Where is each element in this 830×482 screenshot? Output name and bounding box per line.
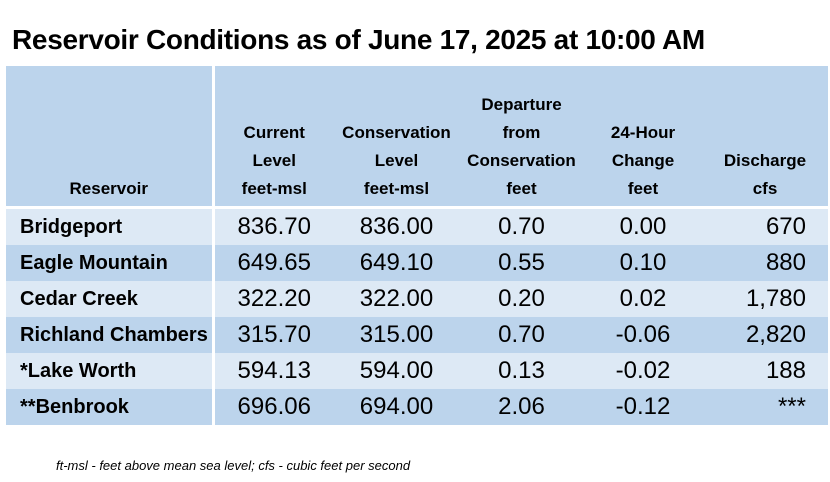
column-header-line: feet-msl	[241, 179, 307, 198]
column-header-current-level: Current Level feet-msl	[213, 66, 334, 209]
reservoir-table: Reservoir Current Level feet-msl Conservat…	[6, 66, 828, 425]
discharge-cell: ***	[702, 389, 828, 425]
change-cell: -0.12	[584, 389, 702, 425]
column-header-line: Level	[252, 151, 296, 170]
departure-cell: 0.70	[459, 207, 584, 245]
column-header-line: Conservation	[342, 123, 451, 142]
reservoir-name: Bridgeport	[6, 207, 215, 245]
column-header-line: Departure	[481, 95, 562, 114]
conservation-level-cell: 315.00	[334, 317, 459, 353]
conservation-level-cell: 322.00	[334, 281, 459, 317]
column-header-reservoir: Reservoir	[6, 66, 215, 209]
departure-cell: 0.55	[459, 245, 584, 281]
departure-cell: 0.20	[459, 281, 584, 317]
conservation-level-cell: 836.00	[334, 207, 459, 245]
reservoir-name: *Lake Worth	[6, 353, 215, 389]
reservoir-name: **Benbrook	[6, 389, 215, 425]
column-header-line: feet-msl	[363, 179, 430, 198]
discharge-cell: 2,820	[702, 317, 828, 353]
conservation-level-cell: 649.10	[334, 245, 459, 281]
table-row: Eagle Mountain 649.65 649.10 0.55 0.10 880	[6, 245, 828, 281]
table-header-row: Reservoir Current Level feet-msl Conservat…	[6, 66, 828, 209]
page-title: Reservoir Conditions as of June 17, 2025…	[12, 24, 705, 55]
column-header-discharge: Discharge cfs	[702, 66, 828, 209]
column-header-line: Discharge	[723, 151, 807, 170]
current-level-cell: 322.20	[213, 281, 334, 317]
conservation-level-cell: 594.00	[334, 353, 459, 389]
departure-cell: 2.06	[459, 389, 584, 425]
column-header-departure: Departure from Conservation feet	[459, 66, 584, 209]
column-header-line: Level	[374, 151, 419, 170]
column-header-line: 24-Hour	[610, 123, 676, 142]
column-header-line: Conservation	[467, 151, 576, 170]
column-header-line: feet	[506, 179, 537, 198]
table-row: Richland Chambers 315.70 315.00 0.70 -0.06 2,…	[6, 317, 828, 353]
discharge-cell: 1,780	[702, 281, 828, 317]
discharge-cell: 880	[702, 245, 828, 281]
column-header-24-hour-change: 24-Hour Change feet	[584, 66, 702, 209]
departure-cell: 0.13	[459, 353, 584, 389]
column-header-conservation-level: Conservation Level feet-msl	[334, 66, 459, 209]
column-header-line: cfs	[752, 179, 778, 198]
column-header-line: feet	[627, 179, 659, 198]
discharge-cell: 188	[702, 353, 828, 389]
change-cell: -0.02	[584, 353, 702, 389]
current-level-cell: 696.06	[213, 389, 334, 425]
reservoir-name: Richland Chambers	[6, 317, 215, 353]
current-level-cell: 594.13	[213, 353, 334, 389]
reservoir-name: Eagle Mountain	[6, 245, 215, 281]
table-row: **Benbrook 696.06 694.00 2.06 -0.12 ***	[6, 389, 828, 425]
current-level-cell: 649.65	[213, 245, 334, 281]
departure-cell: 0.70	[459, 317, 584, 353]
reservoir-name: Cedar Creek	[6, 281, 215, 317]
column-header-line: Current	[243, 123, 305, 142]
footnote: ft-msl - feet above mean sea level; cfs …	[56, 458, 411, 473]
current-level-cell: 315.70	[213, 317, 334, 353]
table-row: *Lake Worth 594.13 594.00 0.13 -0.02 188	[6, 353, 828, 389]
change-cell: 0.10	[584, 245, 702, 281]
column-header-line: Reservoir	[69, 179, 148, 198]
change-cell: 0.02	[584, 281, 702, 317]
current-level-cell: 836.70	[213, 207, 334, 245]
table-row: Bridgeport 836.70 836.00 0.70 0.00 670	[6, 207, 828, 245]
discharge-cell: 670	[702, 207, 828, 245]
column-header-line: from	[502, 123, 541, 142]
column-header-line: Change	[611, 151, 675, 170]
table-row: Cedar Creek 322.20 322.00 0.20 0.02 1,780	[6, 281, 828, 317]
change-cell: -0.06	[584, 317, 702, 353]
change-cell: 0.00	[584, 207, 702, 245]
conservation-level-cell: 694.00	[334, 389, 459, 425]
